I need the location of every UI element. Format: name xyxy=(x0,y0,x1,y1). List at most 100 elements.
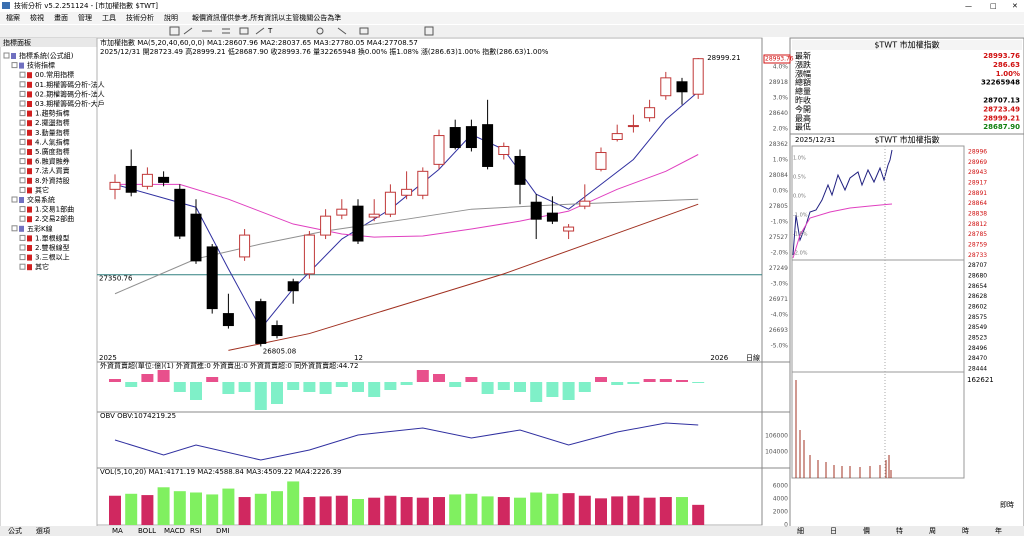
tree-toggle xyxy=(19,244,26,251)
minimize[interactable]: — xyxy=(965,2,972,10)
volume-bar xyxy=(368,497,381,525)
intraday-pct-label: 0.0% xyxy=(793,194,806,200)
menu-item[interactable]: 管理 xyxy=(78,13,92,22)
tree-item[interactable]: 1.趨勢指標 xyxy=(35,109,70,118)
indicator-tab[interactable]: BOLL xyxy=(138,527,156,535)
quote-label: 總額 xyxy=(795,77,811,87)
volume-bar xyxy=(400,497,413,525)
intraday-tab[interactable]: 時 xyxy=(962,527,969,535)
tree-icon xyxy=(27,110,32,117)
tree-icon xyxy=(27,216,32,223)
maximize[interactable]: □ xyxy=(990,2,997,10)
close[interactable]: ✕ xyxy=(1012,2,1018,10)
tree-item[interactable]: 其它 xyxy=(35,262,49,271)
candle-body xyxy=(465,126,477,149)
quote-value: 28687.90 xyxy=(983,123,1020,131)
indicator-tab[interactable]: DMI xyxy=(216,527,230,535)
quote-header xyxy=(792,40,1022,50)
tree-item[interactable]: 8.外資持股 xyxy=(35,176,70,185)
menu-item[interactable]: 畫面 xyxy=(54,13,68,22)
foreign-bar xyxy=(109,379,121,382)
volume-bar xyxy=(595,498,607,525)
indicator-tab[interactable]: RSI xyxy=(190,527,201,535)
intraday-tab[interactable]: 年 xyxy=(995,526,1002,535)
volume-bar xyxy=(238,497,251,525)
quote-value: 28723.49 xyxy=(983,105,1020,113)
intraday-tab[interactable]: 特 xyxy=(896,526,903,535)
tree-icon xyxy=(27,235,32,242)
tree-item[interactable]: 其它 xyxy=(35,185,49,194)
tree-item[interactable]: 6.融資融券 xyxy=(35,157,70,166)
tree-item[interactable]: 01.期權籌碼分析-法人 xyxy=(35,80,105,89)
price-axis-label: 28084 xyxy=(769,172,788,179)
tree-item[interactable]: 5.廣度指標 xyxy=(35,147,70,156)
foreign-bar xyxy=(562,382,575,400)
candle-body xyxy=(433,135,445,165)
tree-item[interactable]: 1.交易1部曲 xyxy=(35,205,74,214)
tree-item[interactable]: 3.動量指標 xyxy=(35,128,70,137)
intraday-mode: 即時 xyxy=(1000,501,1014,509)
menu-item[interactable]: 說明 xyxy=(164,13,178,22)
foreign-title: 外資買賣超(單位:億)(1) 外資買進:0 外資賣出:0 外資買賣超:0 同外資… xyxy=(100,361,358,370)
intraday-price-label: 28575 xyxy=(968,314,987,321)
intraday-pct-label: -2.0% xyxy=(793,251,808,257)
tree-item[interactable]: 02.期權籌碼分析-法人 xyxy=(35,89,105,98)
tree-toggle xyxy=(19,100,26,107)
menu-item[interactable]: 工具 xyxy=(102,14,116,22)
foreign-bar xyxy=(287,382,300,390)
volume-bar xyxy=(352,498,364,525)
tree-item[interactable]: 指標系統(公式組) xyxy=(19,51,74,60)
menu-item[interactable]: 檔案 xyxy=(6,13,20,22)
intraday-tab[interactable]: 細 xyxy=(797,526,804,535)
tree-item[interactable]: 2.雙根線型 xyxy=(35,243,70,252)
tree-item[interactable]: 2.交易2部曲 xyxy=(35,214,74,223)
chart-info: 2025/12/31 開28723.49 高28999.21 低28687.90… xyxy=(100,47,549,56)
intraday-price-label: 28943 xyxy=(968,169,987,176)
tree-toggle xyxy=(11,196,18,203)
tree-item[interactable]: 3.三根以上 xyxy=(35,253,70,262)
indicator-tab[interactable]: MA xyxy=(112,527,123,535)
left-panel-header xyxy=(0,38,97,47)
intraday-price-label: 28496 xyxy=(968,345,987,352)
quote-label: 昨收 xyxy=(795,95,811,105)
candle-body xyxy=(417,170,429,196)
intraday-tab[interactable]: 周 xyxy=(929,527,936,535)
title-bar xyxy=(0,0,1024,11)
volume-bar xyxy=(546,493,559,525)
menu-item[interactable]: 檢視 xyxy=(30,13,44,22)
tree-item[interactable]: 03.期權籌碼分析-大戶 xyxy=(35,99,105,108)
tree-item[interactable]: 7.法人買賣 xyxy=(35,166,70,175)
foreign-bar xyxy=(400,382,413,385)
foreign-bar xyxy=(659,379,672,382)
app-icon xyxy=(2,2,10,9)
tree-item[interactable]: 00.常用指標 xyxy=(35,70,74,79)
menu-item[interactable]: 技術分析 xyxy=(126,13,154,22)
left-tab[interactable]: 公式 xyxy=(8,526,22,535)
tree-item[interactable]: 五彩K線 xyxy=(27,224,53,233)
tree-toggle xyxy=(19,206,26,213)
foreign-bar xyxy=(254,382,267,410)
intraday-line xyxy=(792,149,893,256)
reference-label: 27350.76 xyxy=(99,275,133,283)
window-title: 技術分析 v5.2.251124 - [市加權指數 $TWT] xyxy=(14,1,158,10)
left-panel xyxy=(0,37,98,536)
tree-item[interactable]: 技術指標 xyxy=(27,61,55,70)
tree-icon xyxy=(19,197,24,203)
tree-toggle xyxy=(19,167,26,174)
price-axis-label: 2.0% xyxy=(773,126,789,133)
tree-icon xyxy=(27,139,32,146)
price-axis-label: 27249 xyxy=(769,265,788,272)
tree-icon xyxy=(19,225,24,232)
tree-item[interactable]: 4.人氣指標 xyxy=(35,137,70,146)
tree-item[interactable]: 2.擺盪指標 xyxy=(35,118,70,127)
intraday-tab[interactable]: 日 xyxy=(830,527,837,535)
indicator-tab[interactable]: MACD xyxy=(164,527,185,535)
foreign-bar xyxy=(433,374,445,382)
tree-item[interactable]: 1.單根線型 xyxy=(35,233,70,242)
tree-item[interactable]: 交易系統 xyxy=(27,195,55,204)
candle-body xyxy=(676,81,688,93)
intraday-tab[interactable]: 價 xyxy=(863,526,870,535)
volume-bar xyxy=(449,494,462,525)
left-tab[interactable]: 選項 xyxy=(36,526,50,535)
